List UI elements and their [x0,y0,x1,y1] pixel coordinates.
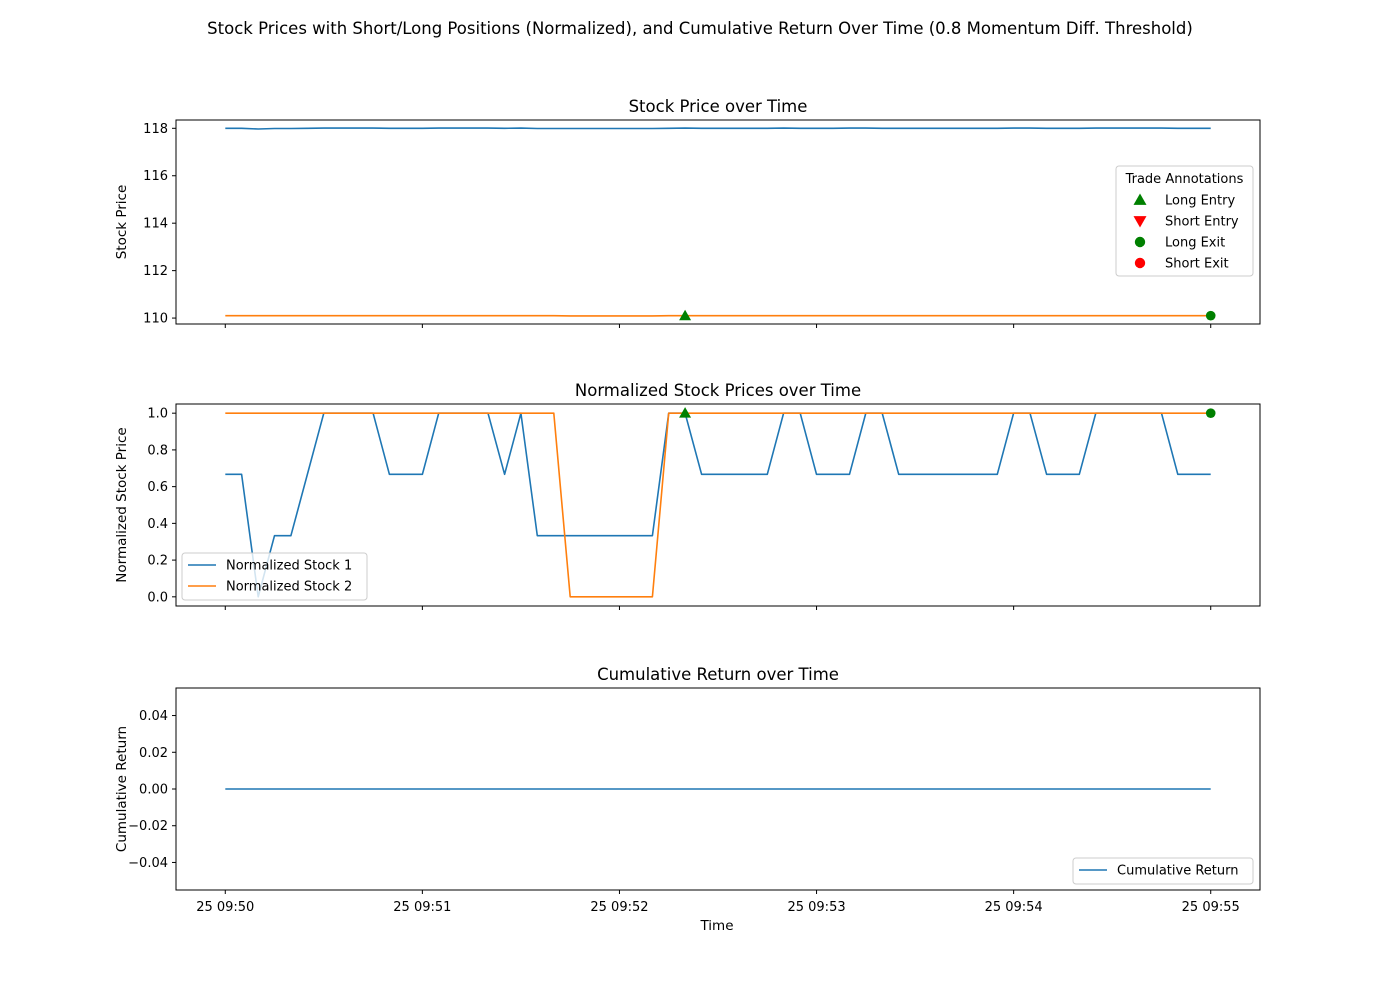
legend-marker [1133,216,1147,228]
axes-frame [175,403,1261,607]
long-entry-marker [679,407,692,418]
x-tick-label: 25 09:54 [985,900,1043,915]
series-line-2 [225,412,1211,598]
legend-label: Short Entry [1165,215,1239,230]
figure-title: Stock Prices with Short/Long Positions (… [207,19,1193,38]
subplot-2: Normalized Stock Prices over Time Normali… [114,381,1261,610]
y-tick-label: 118 [143,122,168,137]
legend-label: Cumulative Return [1117,864,1238,879]
legend-label: Normalized Stock 1 [226,559,352,574]
y-tick-label: −0.02 [128,819,168,834]
y-tick-label: 116 [143,169,168,184]
y-tick-label: 0.4 [147,517,168,532]
legend-label: Normalized Stock 2 [226,580,352,595]
legend-label: Long Entry [1165,194,1235,209]
y-axis-label: Stock Price [114,185,130,260]
subplot-title: Stock Price over Time [629,97,808,116]
legend-box [1072,857,1254,885]
legend-trade-annotations: Trade Annotations Long Entry Short Entry Lo… [1115,165,1254,277]
legend-box [181,552,368,601]
x-tick-label: 25 09:55 [1182,900,1240,915]
y-tick-label: 0.8 [147,443,168,458]
legend-marker [1134,236,1146,248]
y-axis-label: Cumulative Return [114,726,130,852]
y-tick-label: 0.04 [139,709,168,724]
x-tick-label: 25 09:53 [787,900,845,915]
legend-marker [1134,257,1146,269]
subplot-1: Stock Price over Time Stock Price 110 112 11… [114,97,1261,328]
y-tick-label: 110 [143,312,168,327]
x-tick-label: 25 09:50 [196,900,254,915]
y-tick-label: 112 [143,264,168,279]
legend-title: Trade Annotations [1125,172,1244,187]
axes-frame [175,687,1261,891]
x-axis-label: Time [699,918,733,934]
long-entry-marker [679,309,692,321]
y-tick-label: 0.02 [139,746,168,761]
legend-box [1115,165,1254,277]
legend-marker [1133,193,1147,205]
y-tick-label: 114 [143,217,168,232]
legend-label: Long Exit [1165,236,1225,251]
y-tick-label: 0.6 [147,480,168,495]
series-line-1 [225,412,1211,598]
subplot-title: Normalized Stock Prices over Time [575,381,861,400]
y-tick-label: 1.0 [147,407,168,422]
long-exit-marker [1205,408,1216,418]
x-tick-label: 25 09:51 [393,900,451,915]
subplot-title: Cumulative Return over Time [597,665,839,684]
long-exit-marker [1205,310,1216,321]
subplots: Stock Price over Time Stock Price 110 112 11… [114,97,1261,915]
y-axis-label: Normalized Stock Price [114,427,130,582]
legend-cumulative: Cumulative Return [1072,857,1254,885]
x-tick-label: 25 09:52 [590,900,648,915]
legend-label: Short Exit [1165,257,1229,272]
axes-frame [175,119,1261,325]
series-line-1 [225,127,1211,130]
y-tick-label: −0.04 [128,856,168,871]
y-tick-label: 0.00 [139,783,168,798]
subplot-3: Cumulative Return over Time Cumulative Re… [114,665,1261,915]
legend-normalized: Normalized Stock 1 Normalized Stock 2 [181,552,368,601]
y-tick-label: 0.0 [147,590,168,605]
y-tick-label: 0.2 [147,554,168,569]
